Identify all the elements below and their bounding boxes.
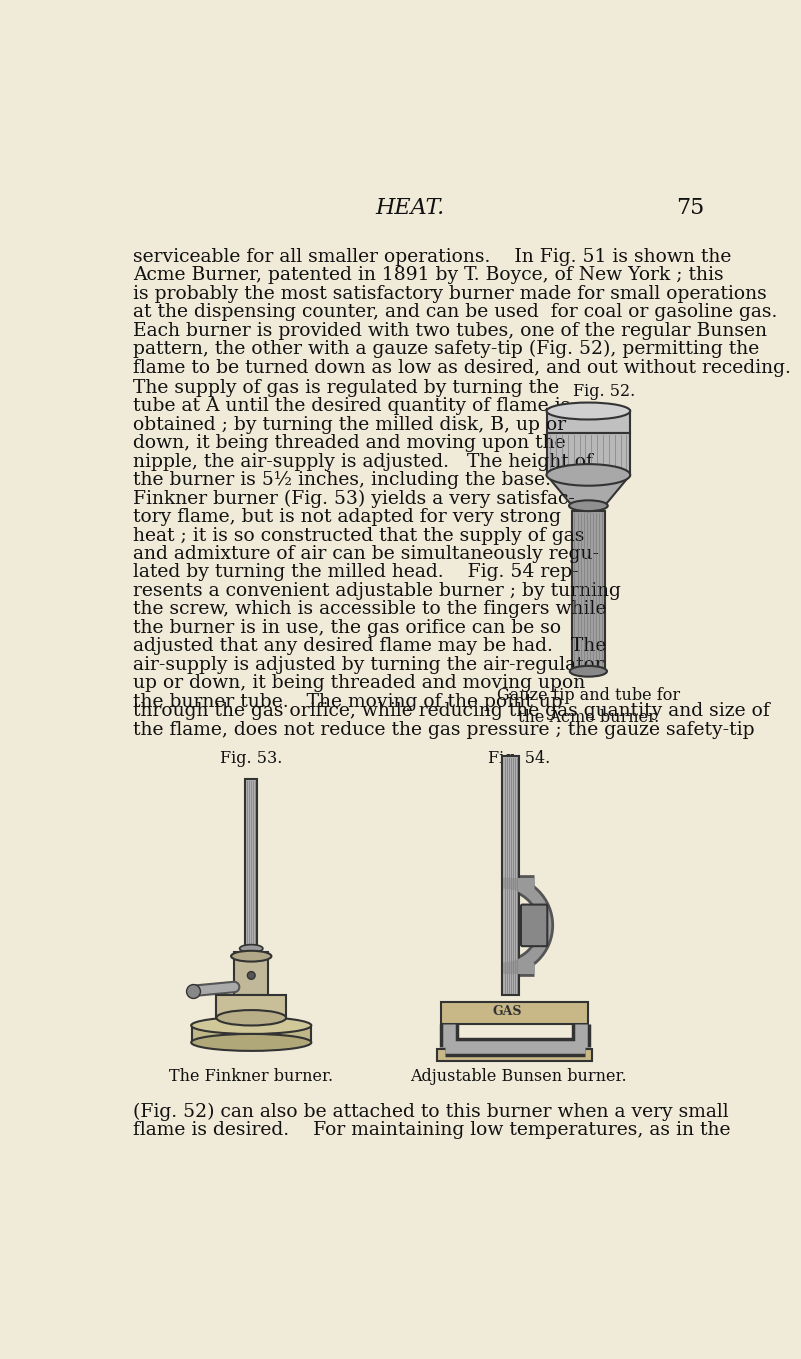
Text: Each burner is provided with two tubes, one of the regular Bunsen: Each burner is provided with two tubes, … [133,322,767,340]
Text: adjusted that any desired flame may be had.   The: adjusted that any desired flame may be h… [133,637,606,655]
Ellipse shape [191,1034,312,1051]
Text: flame is desired.    For maintaining low temperatures, as in the: flame is desired. For maintaining low te… [133,1121,731,1139]
Text: is probably the most satisfactory burner made for small operations: is probably the most satisfactory burner… [133,285,767,303]
Text: down, it being threaded and moving upon the: down, it being threaded and moving upon … [133,434,566,453]
Polygon shape [191,1026,311,1042]
Polygon shape [546,432,630,474]
Text: GAS: GAS [493,1006,521,1018]
Polygon shape [502,756,519,995]
Text: Gauze tip and tube for
the Acme burner.: Gauze tip and tube for the Acme burner. [497,686,680,726]
Text: obtained ; by turning the milled disk, B, up or: obtained ; by turning the milled disk, B… [133,416,566,434]
Circle shape [248,972,256,980]
Text: at the dispensing counter, and can be used  for coal or gasoline gas.: at the dispensing counter, and can be us… [133,303,777,321]
Text: tube at A until the desired quantity of flame is: tube at A until the desired quantity of … [133,397,570,414]
Ellipse shape [216,1010,286,1026]
Text: air-supply is adjusted by turning the air-regulator: air-supply is adjusted by turning the ai… [133,656,603,674]
Polygon shape [546,474,630,506]
Polygon shape [572,511,605,671]
Text: Fig. 54.: Fig. 54. [488,750,549,766]
Polygon shape [441,1003,589,1023]
Text: The Finkner burner.: The Finkner burner. [169,1068,333,1084]
Text: the burner is 5½ inches, including the base.   The: the burner is 5½ inches, including the b… [133,472,604,489]
FancyBboxPatch shape [521,905,547,946]
Text: resents a convenient adjustable burner ; by turning: resents a convenient adjustable burner ;… [133,582,621,599]
Ellipse shape [191,1017,312,1034]
Polygon shape [437,1049,592,1061]
Polygon shape [216,995,286,1018]
Text: lated by turning the milled head.    Fig. 54 rep-: lated by turning the milled head. Fig. 5… [133,564,578,582]
Text: Fig. 52.: Fig. 52. [573,382,635,400]
Text: through the gas orifice, while reducing the gas quantity and size of: through the gas orifice, while reducing … [133,703,770,720]
Text: serviceable for all smaller operations.    In Fig. 51 is shown the: serviceable for all smaller operations. … [133,247,731,266]
Polygon shape [546,410,630,432]
Ellipse shape [231,951,272,962]
Text: the flame, does not reduce the gas pressure ; the gauze safety-tip: the flame, does not reduce the gas press… [133,720,755,738]
Text: Fig. 53.: Fig. 53. [220,750,283,766]
Polygon shape [234,953,268,995]
Ellipse shape [570,666,607,677]
Text: (Fig. 52) can also be attached to this burner when a very small: (Fig. 52) can also be attached to this b… [133,1102,728,1121]
Text: flame to be turned down as low as desired, and out without receding.: flame to be turned down as low as desire… [133,359,791,376]
Text: The supply of gas is regulated by turning the: The supply of gas is regulated by turnin… [133,379,559,397]
Text: Finkner burner (Fig. 53) yields a very satisfac-: Finkner burner (Fig. 53) yields a very s… [133,489,574,508]
Text: HEAT.: HEAT. [376,197,445,219]
Text: Acme Burner, patented in 1891 by T. Boyce, of New York ; this: Acme Burner, patented in 1891 by T. Boyc… [133,266,723,284]
Text: the screw, which is accessible to the fingers while: the screw, which is accessible to the fi… [133,601,606,618]
Text: up or down, it being threaded and moving upon: up or down, it being threaded and moving… [133,674,585,692]
Text: the burner tube.   The moving of the point up: the burner tube. The moving of the point… [133,693,562,711]
Text: heat ; it is so constructed that the supply of gas: heat ; it is so constructed that the sup… [133,526,584,545]
Ellipse shape [239,945,263,953]
Text: the burner is in use, the gas orifice can be so: the burner is in use, the gas orifice ca… [133,618,561,637]
Ellipse shape [546,402,630,420]
Text: pattern, the other with a gauze safety-tip (Fig. 52), permitting the: pattern, the other with a gauze safety-t… [133,340,759,359]
Ellipse shape [569,500,608,511]
Ellipse shape [546,465,630,485]
Text: tory flame, but is not adapted for very strong: tory flame, but is not adapted for very … [133,508,561,526]
Polygon shape [245,779,257,949]
Text: Adjustable Bunsen burner.: Adjustable Bunsen burner. [410,1068,627,1084]
Text: nipple, the air-supply is adjusted.   The height of: nipple, the air-supply is adjusted. The … [133,453,593,470]
Text: 75: 75 [677,197,705,219]
Text: and admixture of air can be simultaneously regu-: and admixture of air can be simultaneous… [133,545,598,563]
